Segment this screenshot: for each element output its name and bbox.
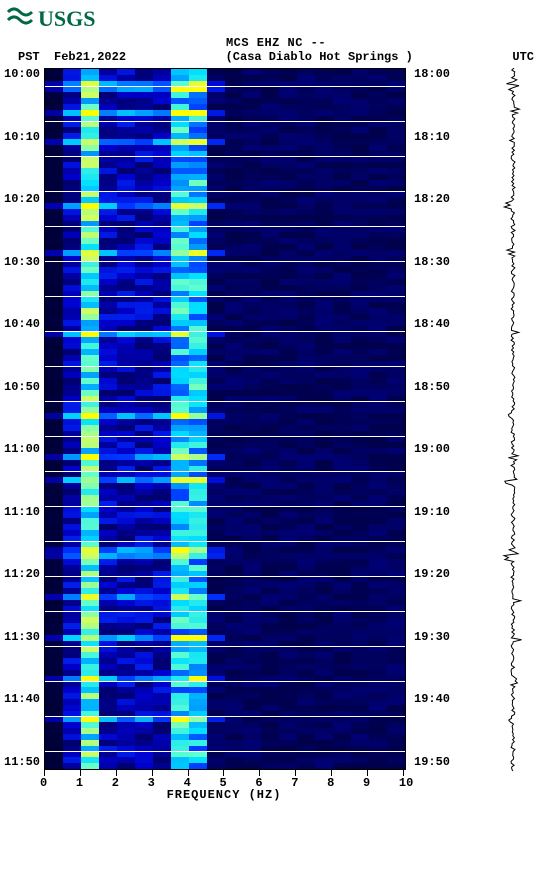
x-axis-label: FREQUENCY (HZ)	[44, 788, 404, 802]
station-name: (Casa Diablo Hot Springs )	[226, 50, 413, 64]
y-tick-left: 10:10	[4, 131, 38, 143]
y-tick-left: 10:20	[4, 193, 38, 205]
usgs-logo: USGS	[0, 0, 552, 36]
chart-subtitle: PST Feb21,2022 (Casa Diablo Hot Springs …	[0, 50, 552, 68]
y-tick-right: 19:40	[414, 693, 454, 705]
spectrogram-heatmap	[44, 68, 406, 770]
y-tick-right: 18:10	[414, 131, 454, 143]
timezone-right-label: UTC	[512, 50, 534, 64]
logo-text: USGS	[38, 6, 95, 31]
y-tick-left: 11:30	[4, 631, 38, 643]
y-tick-left: 11:40	[4, 693, 38, 705]
x-axis-frequency: 012345678910 FREQUENCY (HZ)	[44, 776, 404, 802]
y-axis-left-pst: 10:00 10:10 10:20 10:30 10:40 10:50 11:00 11:10…	[4, 68, 38, 768]
y-tick-right: 19:30	[414, 631, 454, 643]
y-tick-right: 19:50	[414, 756, 454, 768]
timezone-left-label: PST Feb21,2022	[18, 50, 126, 64]
y-tick-left: 10:50	[4, 381, 38, 393]
y-tick-left: 11:20	[4, 568, 38, 580]
y-axis-right-utc: 18:00 18:10 18:20 18:30 18:40 18:50 19:00 19:10…	[414, 68, 454, 768]
y-tick-left: 10:30	[4, 256, 38, 268]
y-tick-left: 10:40	[4, 318, 38, 330]
y-tick-left: 11:00	[4, 443, 38, 455]
y-tick-left: 10:00	[4, 68, 38, 80]
y-tick-right: 18:40	[414, 318, 454, 330]
waveform-trace	[498, 68, 528, 773]
y-tick-right: 18:30	[414, 256, 454, 268]
y-tick-right: 18:50	[414, 381, 454, 393]
y-tick-right: 19:10	[414, 506, 454, 518]
y-tick-right: 18:00	[414, 68, 454, 80]
chart-title: MCS EHZ NC --	[0, 36, 552, 50]
y-tick-right: 18:20	[414, 193, 454, 205]
y-tick-left: 11:50	[4, 756, 38, 768]
y-tick-left: 11:10	[4, 506, 38, 518]
y-tick-right: 19:00	[414, 443, 454, 455]
y-tick-right: 19:20	[414, 568, 454, 580]
